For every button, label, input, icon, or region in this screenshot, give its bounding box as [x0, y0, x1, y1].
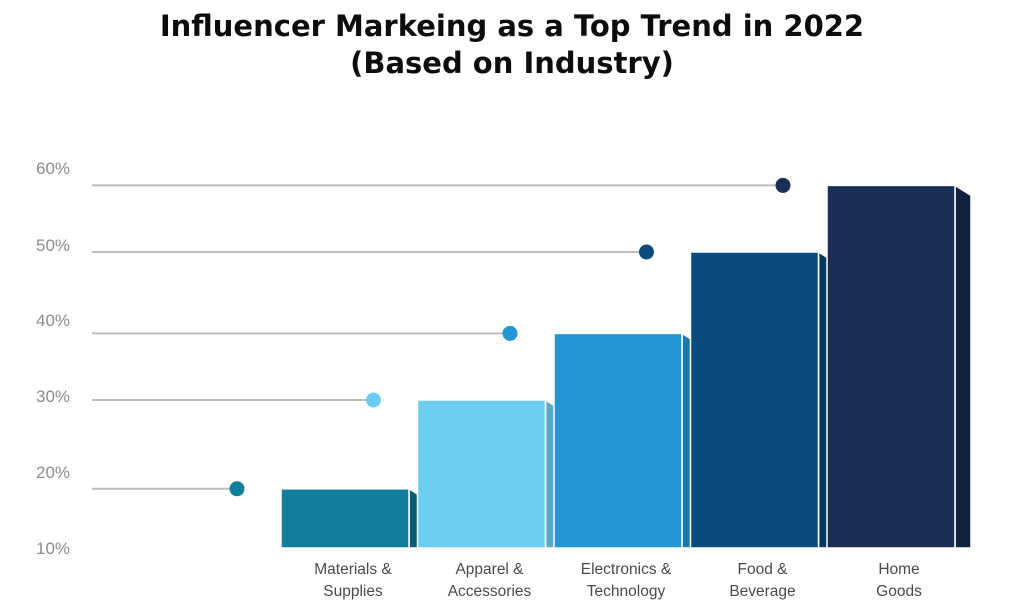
- bar-side: [954, 184, 972, 549]
- chart-title: Influencer Markeing as a Top Trend in 20…: [0, 8, 1024, 82]
- category-label: Materials &: [314, 561, 392, 578]
- y-tick-label: 40%: [36, 311, 70, 330]
- bar: [416, 399, 547, 549]
- category-label: Technology: [587, 583, 666, 600]
- bar: [280, 488, 410, 549]
- category-label: Accessories: [448, 583, 532, 600]
- y-tick-label: 10%: [36, 539, 70, 558]
- value-dot: [639, 244, 654, 260]
- chart-title-line-2: (Based on Industry): [350, 46, 674, 80]
- value-dot: [366, 392, 381, 408]
- value-dot: [502, 325, 518, 341]
- category-label: Apparel &: [455, 561, 524, 578]
- value-dot: [229, 481, 245, 497]
- y-tick-label: 50%: [36, 236, 70, 255]
- y-tick-label: 60%: [36, 159, 70, 178]
- bar: [689, 251, 820, 549]
- bar: [553, 332, 683, 549]
- category-label: Supplies: [323, 583, 383, 600]
- bar: [826, 184, 956, 549]
- chart-title-line-1: Influencer Markeing as a Top Trend in 20…: [159, 9, 865, 43]
- category-label: Goods: [876, 583, 922, 600]
- y-tick-label: 20%: [36, 463, 70, 482]
- category-label: Electronics &: [581, 561, 672, 578]
- category-label: Food &: [738, 561, 789, 578]
- category-label: Home: [878, 561, 919, 578]
- value-dot: [775, 177, 791, 193]
- y-tick-label: 30%: [36, 387, 70, 406]
- category-label: Beverage: [729, 583, 795, 600]
